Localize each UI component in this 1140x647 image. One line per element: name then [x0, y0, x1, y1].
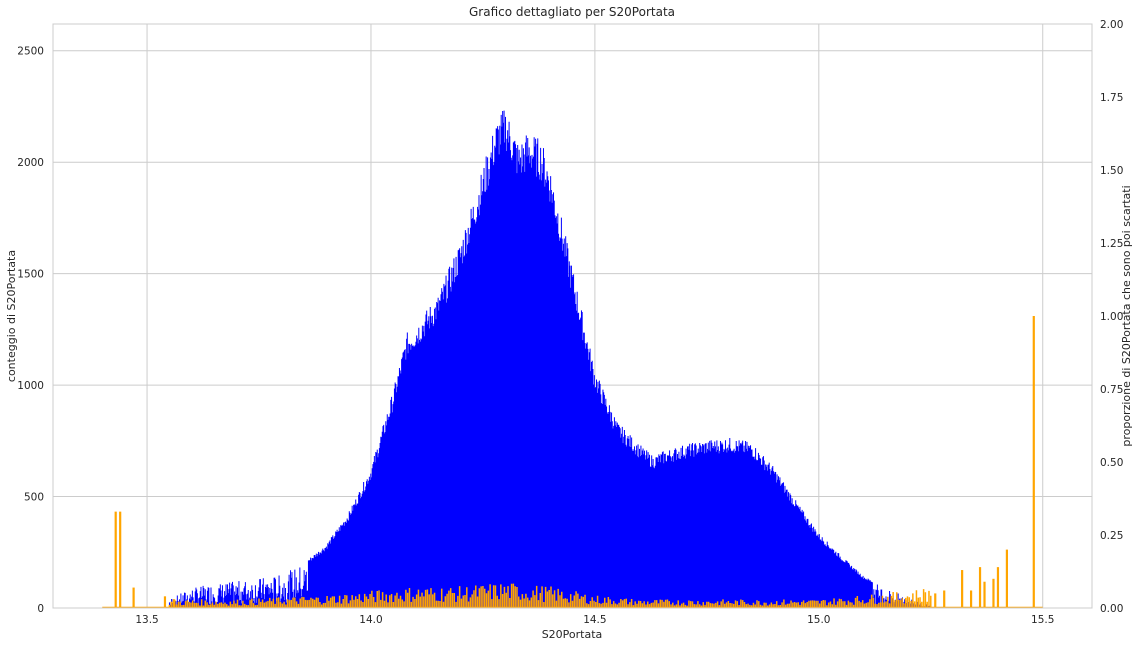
x-tick-label: 13.5	[135, 614, 158, 626]
x-tick-label: 14.0	[359, 614, 382, 626]
y-tick-label-right: 1.25	[1100, 238, 1123, 250]
discard-proportion-bars	[168, 583, 932, 608]
chart-title: Grafico dettagliato per S20Portata	[469, 5, 675, 19]
y-tick-label-right: 0.50	[1100, 457, 1123, 469]
y-tick-label-right: 1.50	[1100, 165, 1123, 177]
y-axis-right-ticks: 0.00 0.25 0.50 0.75 1.00 1.25 1.50 1.75 2.00	[1100, 19, 1123, 615]
y-tick-label-right: 1.00	[1100, 311, 1123, 323]
y-tick-label-right: 0.75	[1100, 384, 1123, 396]
y-tick-label-left: 1500	[17, 269, 44, 281]
x-axis-ticks: 13.5 14.0 14.5 15.0 15.5	[135, 614, 1054, 626]
y-tick-label-right: 2.00	[1100, 19, 1123, 31]
x-axis-label: S20Portata	[542, 628, 603, 641]
x-tick-label: 15.0	[807, 614, 830, 626]
y-axis-right-label: proporzione di S20Portata che sono poi s…	[1120, 185, 1133, 446]
x-tick-label: 15.5	[1031, 614, 1054, 626]
y-tick-label-left: 2000	[17, 157, 44, 169]
y-tick-label-left: 0	[37, 603, 44, 615]
count-bars	[168, 110, 931, 608]
y-tick-label-right: 1.75	[1100, 92, 1123, 104]
y-axis-left-label: conteggio di S20Portata	[5, 250, 18, 382]
x-tick-label: 14.5	[583, 614, 606, 626]
y-tick-label-left: 1000	[17, 380, 44, 392]
y-tick-label-right: 0.00	[1100, 603, 1123, 615]
plot-frame	[52, 23, 1093, 609]
y-tick-label-right: 0.25	[1100, 530, 1123, 542]
count-series	[168, 110, 931, 608]
y-tick-label-left: 500	[24, 492, 44, 504]
y-axis-left-ticks: 0 500 1000 1500 2000 2500	[17, 46, 44, 615]
y-tick-label-left: 2500	[17, 46, 44, 58]
